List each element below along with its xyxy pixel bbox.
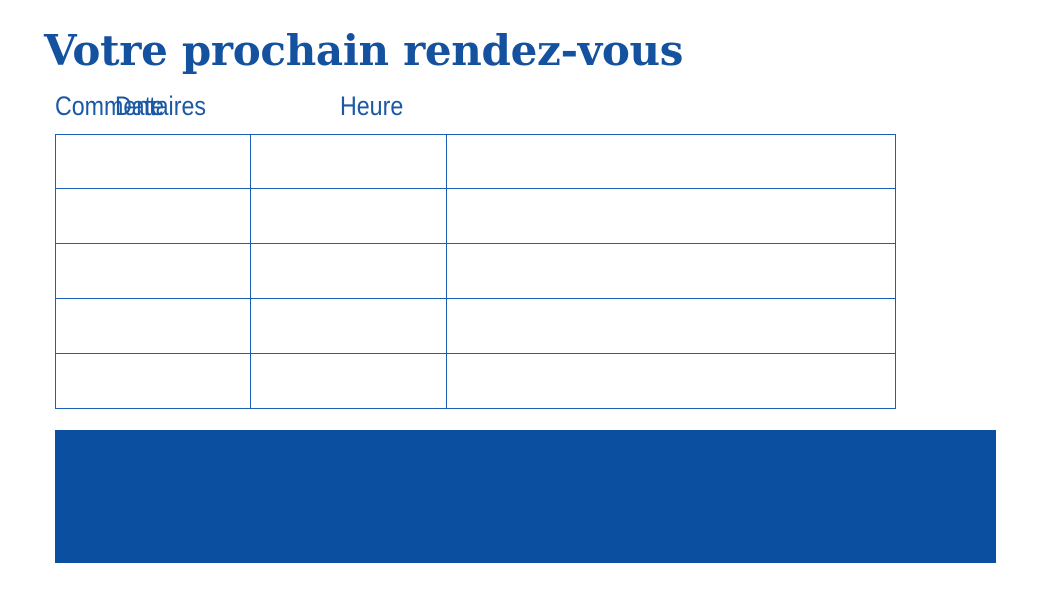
cell-date[interactable]	[55, 134, 251, 189]
cell-commentaires[interactable]	[446, 134, 896, 189]
appointment-table-body	[55, 134, 896, 409]
table-row	[55, 353, 896, 409]
cell-date[interactable]	[55, 188, 251, 244]
cell-heure[interactable]	[250, 188, 447, 244]
table-column-headers: Date Heure Commentaires	[55, 90, 895, 124]
table-row	[55, 188, 896, 244]
table-row	[55, 298, 896, 354]
table-row	[55, 243, 896, 299]
cell-commentaires[interactable]	[446, 188, 896, 244]
cell-date[interactable]	[55, 353, 251, 409]
cell-heure[interactable]	[250, 298, 447, 354]
cell-commentaires[interactable]	[446, 353, 896, 409]
appointment-table	[55, 134, 896, 409]
cell-heure[interactable]	[250, 134, 447, 189]
table-row	[55, 134, 896, 189]
cell-date[interactable]	[55, 298, 251, 354]
column-header-commentaires: Commentaires	[55, 91, 206, 121]
cell-date[interactable]	[55, 243, 251, 299]
cell-heure[interactable]	[250, 353, 447, 409]
page-title: Votre prochain rendez-vous	[44, 26, 684, 75]
column-header-heure: Heure	[340, 91, 404, 121]
cell-commentaires[interactable]	[446, 243, 896, 299]
cell-heure[interactable]	[250, 243, 447, 299]
footer-accent-block	[55, 430, 996, 563]
column-header-date: Date	[115, 91, 165, 121]
cell-commentaires[interactable]	[446, 298, 896, 354]
